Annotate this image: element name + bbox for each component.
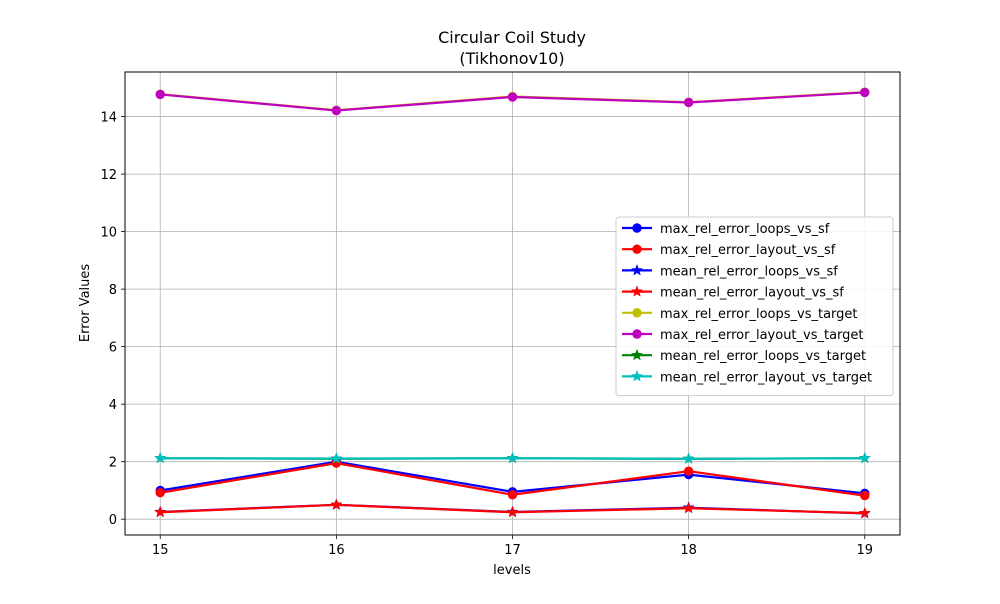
- y-axis-label: Error Values: [78, 264, 93, 343]
- legend: max_rel_error_loops_vs_sf max_rel_error_l…: [615, 216, 894, 397]
- legend-label: mean_rel_error_layout_vs_sf: [660, 286, 844, 301]
- x-tick-label: 16: [328, 543, 345, 558]
- legend-label: max_rel_error_loops_vs_sf: [660, 222, 830, 237]
- plot-area-frame: [124, 71, 901, 536]
- legend-label: mean_rel_error_loops_vs_target: [660, 349, 866, 364]
- data-point: [154, 505, 167, 518]
- legend-marker: [632, 223, 642, 233]
- legend-item: mean_rel_error_loops_vs_sf: [622, 263, 838, 279]
- series-mean-rel-error-layout-vs-sf: [154, 498, 871, 519]
- y-tick-label: 2: [109, 456, 117, 471]
- x-axis-label: levels: [493, 563, 531, 578]
- legend-label: mean_rel_error_loops_vs_sf: [660, 264, 838, 279]
- legend-item: mean_rel_error_loops_vs_target: [622, 348, 866, 364]
- legend-box: [615, 216, 894, 397]
- data-point: [860, 87, 870, 98]
- data-point: [507, 92, 518, 102]
- data-point: [858, 506, 871, 519]
- data-point: [330, 498, 343, 510]
- legend-item: mean_rel_error_layout_vs_target: [622, 369, 872, 385]
- data-point: [330, 452, 343, 464]
- data-point: [858, 451, 871, 464]
- y-tick-label: 8: [109, 283, 117, 298]
- axis-ticks: 15 16 17 18 19 0 2 4 6 8 10 12 14: [100, 111, 873, 558]
- data-point: [682, 452, 695, 464]
- legend-label: max_rel_error_loops_vs_target: [660, 307, 858, 322]
- x-tick-label: 18: [680, 543, 697, 558]
- series-mean-rel-error-layout-vs-target: [154, 451, 871, 464]
- x-tick-label: 15: [152, 543, 169, 558]
- legend-marker: [632, 329, 642, 339]
- data-point: [506, 505, 519, 518]
- data-point: [507, 490, 518, 500]
- legend-marker: [632, 308, 642, 318]
- legend-marker: [630, 285, 644, 297]
- legend-item: max_rel_error_loops_vs_target: [622, 307, 858, 322]
- y-tick-label: 10: [100, 226, 117, 241]
- y-tick-label: 6: [109, 341, 117, 356]
- data-point: [155, 89, 165, 100]
- data-point: [683, 466, 694, 476]
- legend-label: max_rel_error_layout_vs_target: [660, 328, 864, 343]
- y-tick-label: 0: [109, 513, 117, 528]
- data-point: [860, 490, 870, 501]
- legend-item: max_rel_error_loops_vs_sf: [622, 222, 830, 237]
- data-point: [683, 97, 694, 108]
- series-max-rel-error-layout-vs-target: [155, 87, 870, 116]
- chart-subtitle: (Tikhonov10): [459, 49, 564, 68]
- y-tick-label: 14: [100, 111, 117, 126]
- chart-title: Circular Coil Study: [438, 28, 586, 47]
- data-point: [155, 488, 165, 498]
- legend-item: max_rel_error_layout_vs_target: [622, 328, 864, 343]
- legend-marker: [630, 263, 644, 276]
- legend-marker: [630, 369, 644, 382]
- data-point: [154, 451, 167, 464]
- data-point: [331, 105, 342, 116]
- data-point: [506, 451, 519, 464]
- y-tick-label: 4: [109, 398, 117, 413]
- data-point: [682, 501, 695, 514]
- x-tick-label: 17: [504, 543, 521, 558]
- legend-marker: [630, 348, 644, 361]
- x-tick-label: 19: [856, 543, 873, 558]
- y-tick-label: 12: [100, 168, 117, 183]
- series-lines: [154, 87, 871, 519]
- legend-marker: [632, 244, 642, 254]
- legend-item: max_rel_error_layout_vs_sf: [622, 243, 836, 258]
- legend-label: mean_rel_error_layout_vs_target: [660, 370, 872, 385]
- legend-label: max_rel_error_layout_vs_sf: [660, 243, 836, 258]
- legend-item: mean_rel_error_layout_vs_sf: [622, 285, 844, 301]
